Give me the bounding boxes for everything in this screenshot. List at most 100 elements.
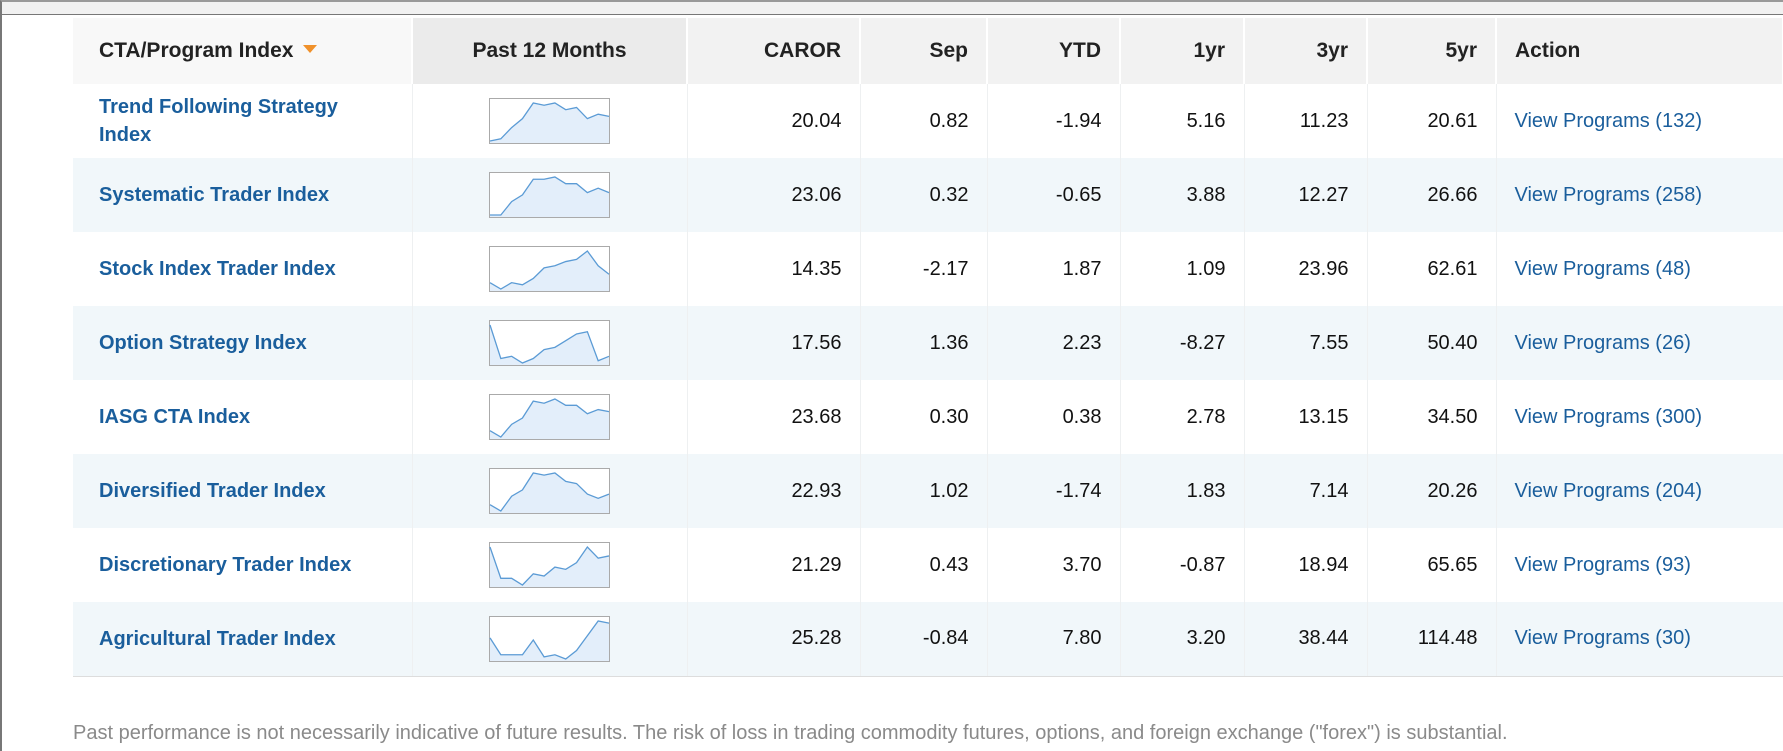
column-header-text: CTA/Program Index [99,39,294,62]
index-link[interactable]: Diversified Trader Index [99,480,326,502]
value-cell: 34.50 [1367,380,1497,454]
table-row: Agricultural Trader Index 25.28 -0.84 7.80 3… [73,602,1783,677]
table-row: Trend Following Strategy Index 20.04 0.82-… [73,84,1783,158]
value-cell: 114.48 [1367,602,1497,677]
value-cell: 7.80 [987,602,1121,677]
index-link[interactable]: Trend Following Strategy Index [99,96,338,146]
table-row: Option Strategy Index 17.56 1.36 2.23 -8.27 7… [73,306,1783,380]
value-cell: 2.78 [1120,380,1245,454]
table-body: Trend Following Strategy Index 20.04 0.82-… [73,84,1783,677]
sparkline-line [489,250,610,290]
column-header[interactable]: Sep [860,18,988,84]
value-cell: -1.94 [987,84,1121,158]
index-link[interactable]: Discretionary Trader Index [99,554,352,576]
value-cell: 22.93 [687,454,861,528]
name-cell: Agricultural Trader Index [73,602,413,677]
value-cell: 18.94 [1244,528,1368,602]
value-cell: 1.02 [860,454,988,528]
index-link[interactable]: Stock Index Trader Index [99,258,336,280]
top-bar [2,2,1783,15]
sparkline-area [490,547,609,587]
view-programs-link[interactable]: View Programs (93) [1514,553,1691,576]
index-link[interactable]: Agricultural Trader Index [99,627,336,650]
value-cell: 0.82 [860,84,988,158]
table-row: Systematic Trader Index 23.06 0.32 -0.65 3.8… [73,158,1783,232]
column-header-text: Action [1515,39,1581,62]
table-row: IASG CTA Index 23.68 0.30 0.38 2.78 13.15 34.5… [73,380,1783,454]
sparkline-area [490,620,609,661]
value-cell: 50.40 [1367,306,1497,380]
action-cell: View Programs (30) [1496,602,1783,677]
sparkline [489,394,610,440]
value-cell: 5.16 [1120,84,1245,158]
table-row: Diversified Trader Index 22.93 1.02 -1.74 1.… [73,454,1783,528]
name-cell: Discretionary Trader Index [73,528,413,602]
action-cell: View Programs (26) [1496,306,1783,380]
sparkline-cell [412,380,688,454]
sparkline-line [489,545,610,586]
view-programs-link[interactable]: View Programs (204) [1514,479,1702,502]
column-header-text: 3yr [1316,39,1348,62]
name-cell: Trend Following Strategy Index [73,84,413,158]
value-cell: 21.29 [687,528,861,602]
sparkline-cell [412,306,688,380]
view-programs-link[interactable]: View Programs (30) [1514,627,1691,650]
column-header-text: Past 12 Months [472,39,627,62]
header-row: CTA/Program Index Past 12 Months CAROR Sep Y… [73,18,1783,84]
index-link[interactable]: Option Strategy Index [99,332,307,354]
name-cell: IASG CTA Index [73,380,413,454]
column-header[interactable]: CTA/Program Index [73,18,413,84]
name-cell: Option Strategy Index [73,306,413,380]
column-header[interactable]: YTD [987,18,1121,84]
sparkline-cell [412,528,688,602]
value-cell: -8.27 [1120,306,1245,380]
sparkline [489,246,610,292]
sparkline-line [490,176,610,216]
column-header[interactable]: 5yr [1367,18,1497,84]
sparkline-line [489,398,610,438]
value-cell: 0.38 [987,380,1121,454]
action-cell: View Programs (258) [1496,158,1783,232]
sparkline [489,468,610,514]
action-cell: View Programs (132) [1496,84,1783,158]
column-header[interactable]: 1yr [1120,18,1245,84]
value-cell: -0.65 [987,158,1121,232]
column-header-text: CAROR [764,39,841,62]
index-link[interactable]: IASG CTA Index [99,406,251,428]
sort-indicator [303,45,318,53]
value-cell: 1.36 [860,306,988,380]
view-programs-link[interactable]: View Programs (26) [1514,331,1691,354]
value-cell: 20.26 [1367,454,1497,528]
sparkline-cell [412,84,688,158]
action-cell: View Programs (204) [1496,454,1783,528]
sparkline-cell [412,454,688,528]
table-row: Stock Index Trader Index 14.35 -2.17 1.87 1.… [73,232,1783,306]
view-programs-link[interactable]: View Programs (300) [1514,405,1702,428]
value-cell: 2.23 [987,306,1121,380]
value-cell: -0.87 [1120,528,1245,602]
column-header[interactable]: 3yr [1244,18,1368,84]
index-link[interactable]: Systematic Trader Index [99,184,330,206]
value-cell: 23.96 [1244,232,1368,306]
value-cell: -0.84 [860,602,988,677]
action-cell: View Programs (48) [1496,232,1783,306]
sparkline-area [490,473,609,513]
name-cell: Stock Index Trader Index [73,232,413,306]
column-header-text: 5yr [1445,39,1477,62]
view-programs-link[interactable]: View Programs (258) [1514,183,1702,206]
column-header-text: YTD [1059,39,1101,62]
sparkline [489,172,610,218]
value-cell: 7.55 [1244,306,1368,380]
value-cell: 1.87 [987,232,1121,306]
value-cell: 65.65 [1367,528,1497,602]
view-programs-link[interactable]: View Programs (48) [1514,257,1691,280]
value-cell: 0.43 [860,528,988,602]
value-cell: 62.61 [1367,232,1497,306]
view-programs-link[interactable]: View Programs (132) [1514,109,1702,132]
value-cell: 0.30 [860,380,988,454]
value-cell: 11.23 [1244,84,1368,158]
sparkline-cell [412,602,688,677]
column-header[interactable]: CAROR [687,18,861,84]
value-cell: 23.68 [687,380,861,454]
value-cell: 26.66 [1367,158,1497,232]
